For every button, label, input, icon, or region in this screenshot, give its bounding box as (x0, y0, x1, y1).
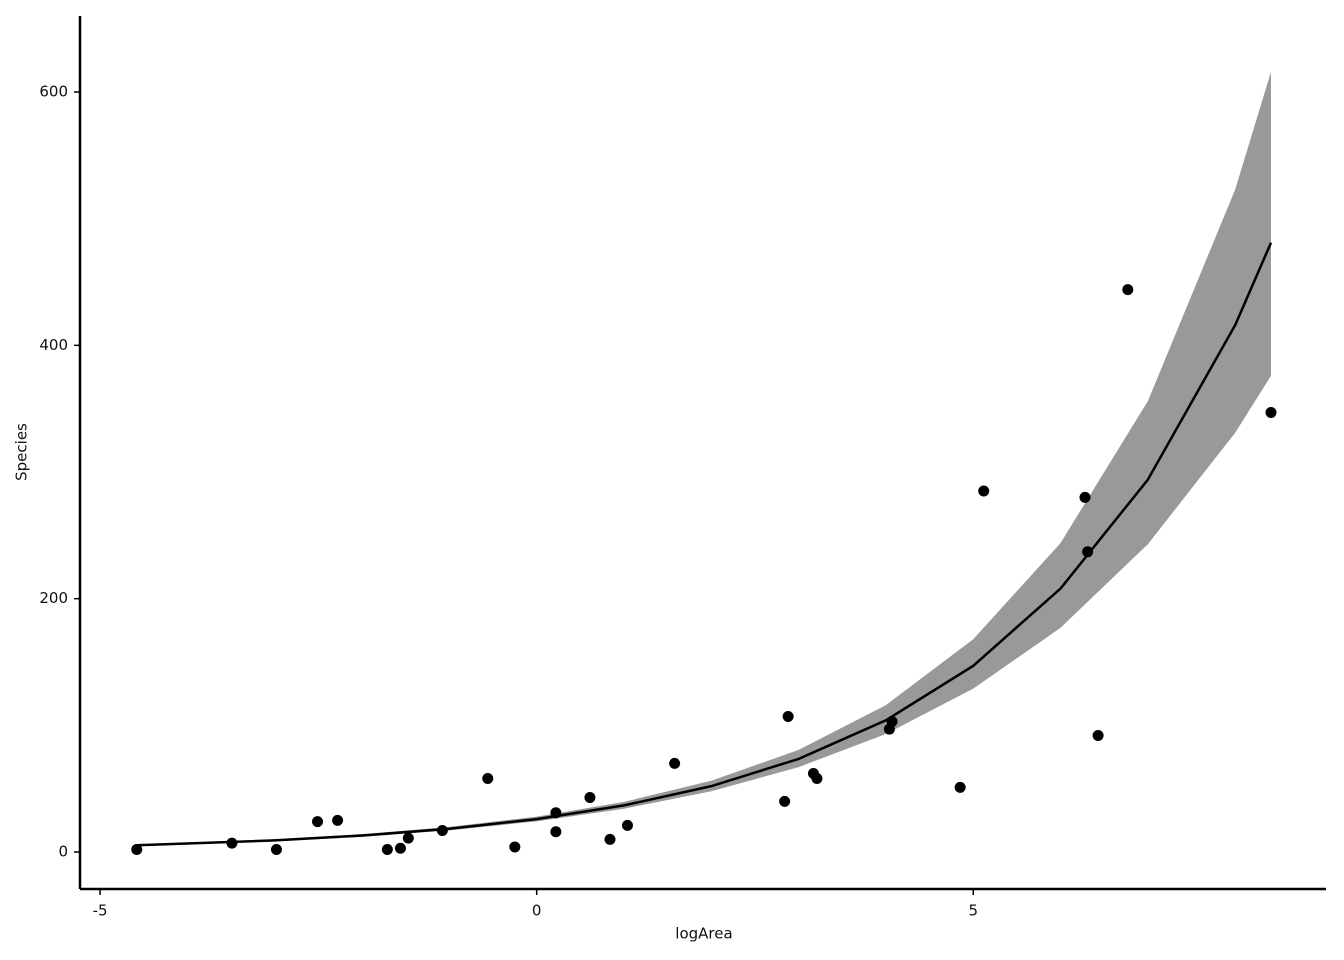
confidence-band (136, 71, 1271, 847)
point (978, 485, 990, 497)
point (811, 773, 823, 785)
point (1082, 546, 1094, 558)
point (550, 807, 562, 819)
point (402, 832, 414, 844)
x-tick-label: 5 (968, 902, 978, 920)
point (1265, 406, 1277, 418)
y-tick-label: 0 (58, 843, 68, 861)
point (1079, 491, 1091, 503)
point (332, 814, 344, 826)
point (270, 843, 282, 855)
point (1122, 284, 1134, 296)
x-axis-label: logArea (675, 925, 732, 943)
y-tick-label: 400 (39, 336, 68, 354)
y-tick-label: 200 (39, 589, 68, 607)
y-tick-label: 600 (39, 83, 68, 101)
x-tick-label: -5 (93, 902, 108, 920)
y-axis-label: Species (13, 423, 31, 481)
point (669, 757, 681, 769)
point (381, 843, 393, 855)
point (482, 773, 494, 785)
point (509, 841, 521, 853)
point (226, 837, 238, 849)
point (436, 824, 448, 836)
point (604, 833, 616, 845)
point (779, 795, 791, 807)
point (954, 781, 966, 793)
point (311, 816, 323, 828)
point (394, 842, 406, 854)
point (550, 826, 562, 838)
point (782, 710, 794, 722)
point (1092, 729, 1104, 741)
fit-line (136, 242, 1273, 847)
point (131, 843, 143, 855)
point (621, 819, 633, 831)
x-tick-label: 0 (532, 902, 542, 920)
point (584, 792, 596, 804)
point (886, 716, 898, 728)
